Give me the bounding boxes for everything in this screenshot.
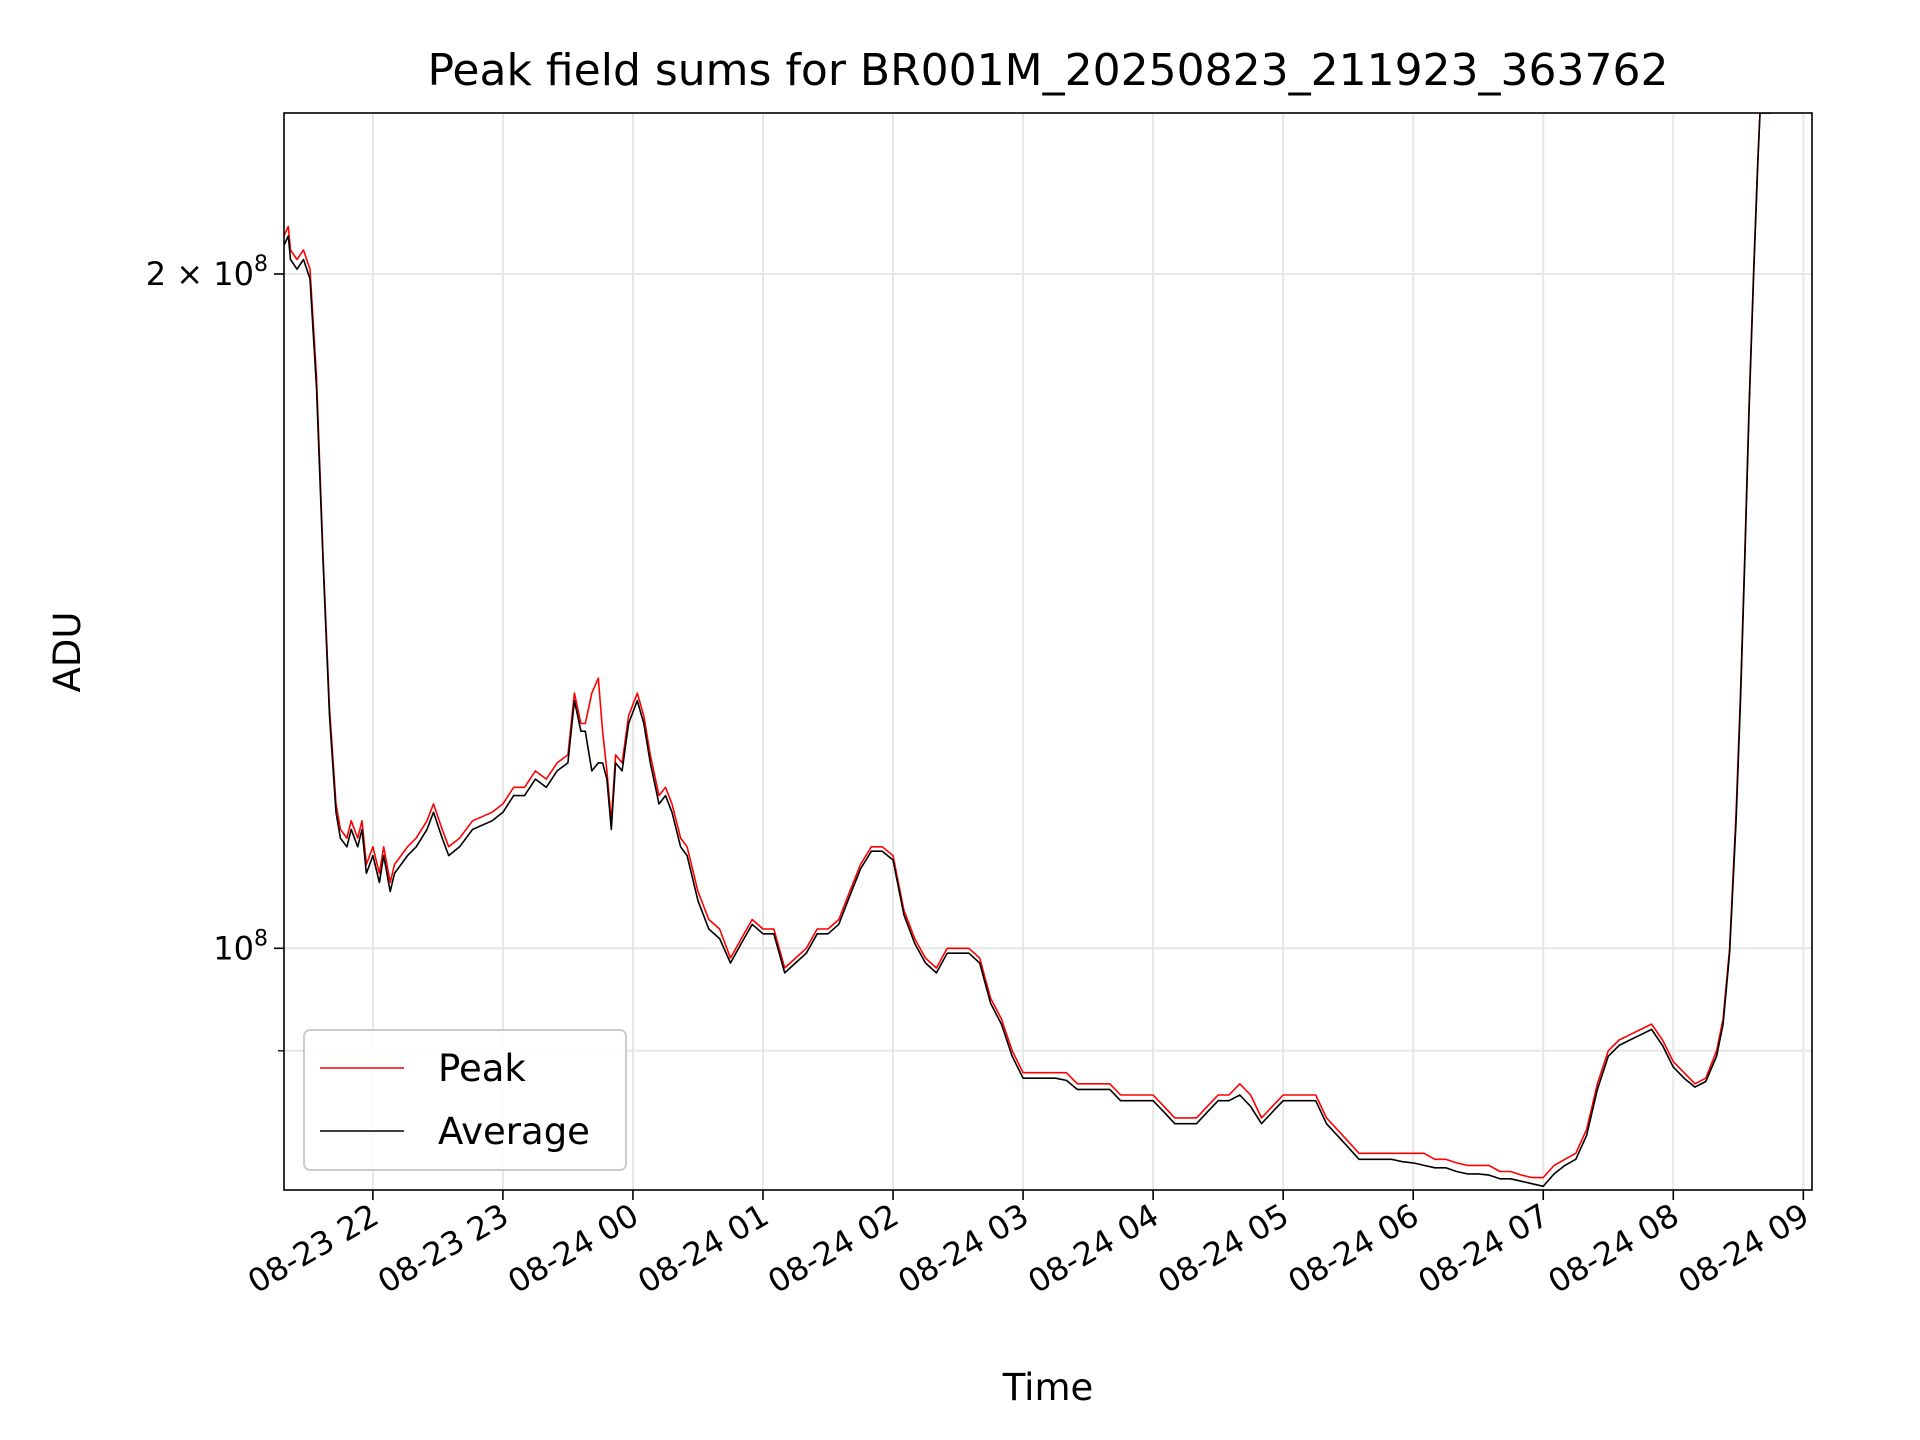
x-axis-label: Time [1002,1366,1094,1409]
plot-frame [283,112,1813,1191]
y-tick-label: 108 [213,926,268,967]
grid [284,113,1812,1190]
plot-lines [284,113,1771,1188]
series-line-peak [284,113,1771,1179]
chart-title: Peak field sums for BR001M_20250823_2119… [427,45,1668,96]
y-axis-label: ADU [46,612,89,693]
y-tick-label: 2 × 108 [146,252,268,293]
y-axis-ticks: 108 2 × 108 [146,252,284,1052]
legend-box [303,1029,627,1171]
legend: Peak Average [303,1029,627,1171]
legend-label-average: Average [438,1110,590,1153]
legend-label-peak: Peak [438,1047,526,1090]
series-line-average [284,113,1771,1188]
